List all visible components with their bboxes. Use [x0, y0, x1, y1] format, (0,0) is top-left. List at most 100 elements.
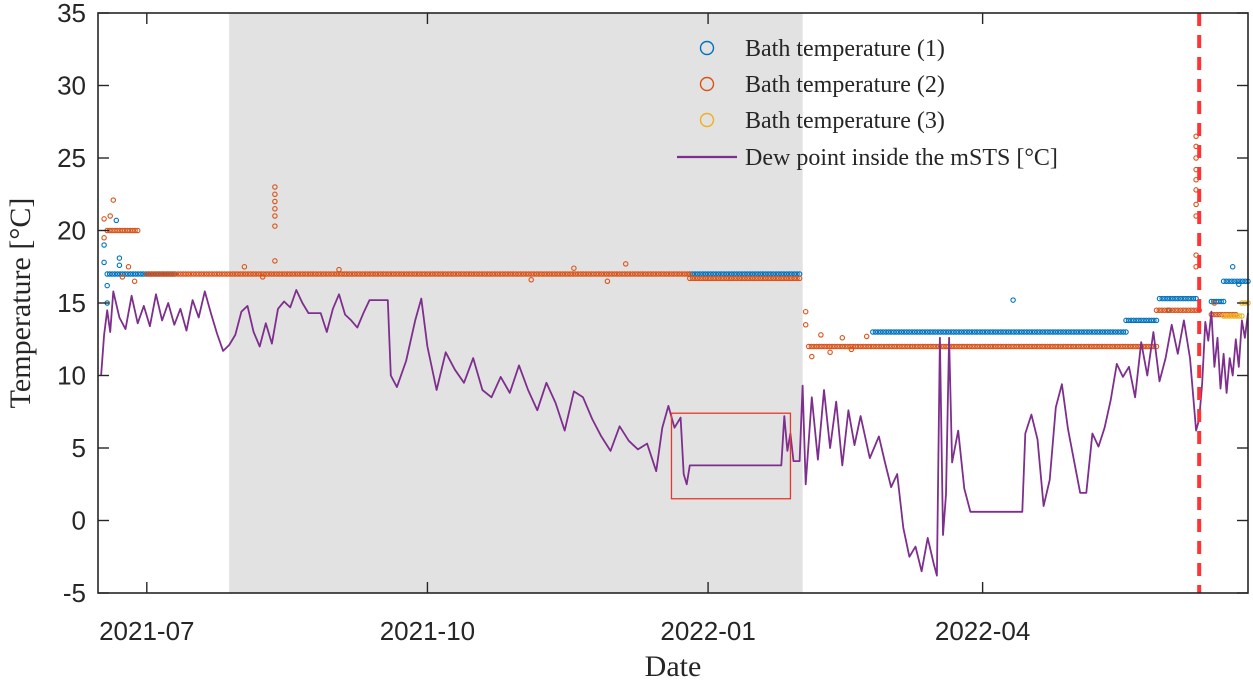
- data-point: [1021, 343, 1027, 350]
- data-point: [1031, 329, 1038, 335]
- data-point: [1112, 329, 1119, 335]
- data-point: [323, 271, 329, 277]
- data-point: [101, 216, 107, 222]
- data-point: [1188, 307, 1194, 314]
- y-tick-label: 35: [57, 0, 86, 28]
- data-point: [377, 271, 384, 277]
- data-point: [888, 329, 894, 335]
- data-point: [715, 275, 722, 282]
- data-point: [839, 335, 846, 341]
- data-point: [551, 271, 558, 277]
- data-point: [528, 277, 534, 283]
- data-point: [959, 343, 965, 350]
- data-point: [1164, 307, 1170, 314]
- data-point: [1034, 343, 1040, 350]
- data-point: [572, 271, 579, 277]
- data-point: [658, 271, 664, 277]
- data-point: [232, 271, 238, 277]
- data-point: [463, 271, 470, 277]
- data-point: [865, 343, 872, 350]
- data-point: [977, 343, 983, 350]
- data-point: [1143, 343, 1149, 350]
- data-point: [1065, 329, 1072, 335]
- y-tick-label: 0: [72, 506, 86, 536]
- data-point: [224, 271, 231, 277]
- data-point: [1112, 343, 1118, 350]
- data-point: [896, 329, 902, 335]
- data-point: [206, 271, 212, 277]
- data-point: [1042, 329, 1048, 335]
- data-point: [723, 275, 730, 282]
- data-point: [627, 271, 633, 277]
- data-point: [1177, 307, 1184, 314]
- data-point: [104, 271, 110, 277]
- data-point: [388, 271, 394, 277]
- data-point: [919, 329, 926, 335]
- data-point: [1023, 343, 1030, 350]
- data-point: [429, 271, 436, 277]
- data-point: [380, 271, 386, 277]
- data-point: [113, 217, 120, 224]
- data-point: [614, 271, 620, 277]
- data-point: [484, 271, 490, 277]
- data-point: [344, 271, 350, 277]
- data-point: [940, 329, 947, 335]
- data-point: [1101, 343, 1108, 350]
- data-point: [140, 271, 147, 277]
- data-point: [266, 271, 272, 277]
- data-point: [609, 271, 615, 277]
- data-point: [927, 329, 933, 335]
- data-point: [263, 271, 270, 277]
- data-point: [234, 271, 241, 277]
- data-point: [125, 264, 132, 270]
- data-point: [271, 271, 277, 277]
- data-point: [1188, 295, 1194, 302]
- data-point: [336, 266, 342, 273]
- y-tick-label: 25: [57, 143, 86, 173]
- data-point: [229, 271, 236, 277]
- data-point: [1167, 307, 1173, 314]
- data-point: [466, 271, 472, 277]
- data-point: [183, 271, 189, 277]
- data-point: [1060, 329, 1067, 335]
- data-point: [185, 271, 192, 277]
- data-point: [1102, 329, 1108, 335]
- data-point: [979, 329, 986, 335]
- data-point: [119, 227, 126, 234]
- data-point: [424, 271, 431, 277]
- data-point: [629, 271, 636, 277]
- data-point: [1138, 317, 1144, 324]
- data-point: [357, 271, 363, 277]
- data-point: [132, 227, 138, 234]
- data-point: [741, 275, 748, 282]
- data-point: [416, 271, 423, 277]
- data-point: [122, 271, 128, 277]
- data-point: [632, 271, 638, 277]
- data-point: [765, 275, 771, 282]
- data-point: [873, 343, 879, 350]
- data-point: [977, 329, 983, 335]
- data-point: [1065, 343, 1072, 350]
- data-point: [297, 271, 303, 277]
- data-point: [816, 343, 822, 350]
- data-point: [1086, 329, 1093, 335]
- data-point: [1057, 343, 1064, 350]
- data-point: [596, 271, 602, 277]
- data-point: [922, 329, 928, 335]
- data-point: [1123, 317, 1129, 324]
- data-point: [811, 343, 817, 350]
- shaded-period: [229, 13, 803, 593]
- data-point: [1175, 307, 1181, 314]
- data-point: [969, 343, 975, 350]
- data-point: [1005, 343, 1012, 350]
- data-point: [757, 275, 764, 282]
- data-point: [122, 227, 128, 234]
- data-point: [1172, 295, 1178, 302]
- data-point: [990, 329, 996, 335]
- data-point: [1086, 343, 1092, 350]
- data-point: [1073, 343, 1079, 350]
- data-point: [567, 271, 574, 277]
- data-point: [857, 343, 864, 350]
- x-axis-label: Date: [645, 650, 702, 682]
- data-point: [863, 333, 870, 340]
